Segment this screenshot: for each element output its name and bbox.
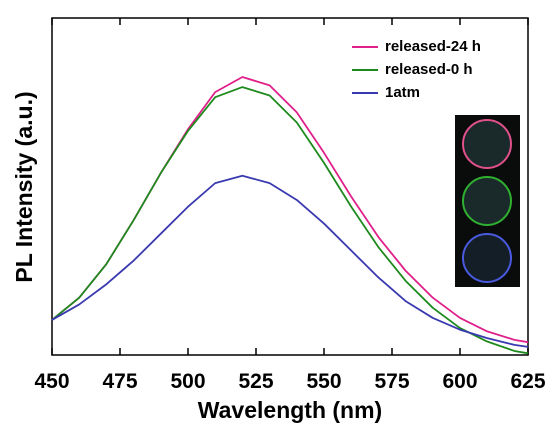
x-tick-label: 500 [170, 370, 205, 393]
x-tick-label: 450 [34, 370, 69, 393]
inset-circle [462, 119, 512, 169]
inset-circle [462, 233, 512, 283]
y-axis-title: PL Intensity (a.u.) [11, 91, 37, 282]
x-tick-label: 625 [510, 370, 545, 393]
x-tick-label: 550 [306, 370, 341, 393]
legend-label: released-0 h [385, 61, 473, 78]
x-tick-label: 525 [238, 370, 273, 393]
legend-label: 1atm [385, 84, 420, 101]
x-tick-label: 600 [442, 370, 477, 393]
x-axis-title: Wavelength (nm) [198, 397, 382, 423]
line-series [51, 174, 529, 348]
x-tick-label: 475 [102, 370, 137, 393]
inset-circle [462, 176, 512, 226]
legend-label: released-24 h [385, 38, 481, 55]
plot-frame [51, 17, 529, 356]
line-series [51, 86, 529, 355]
x-tick-label: 575 [374, 370, 409, 393]
inset-image [455, 115, 520, 287]
